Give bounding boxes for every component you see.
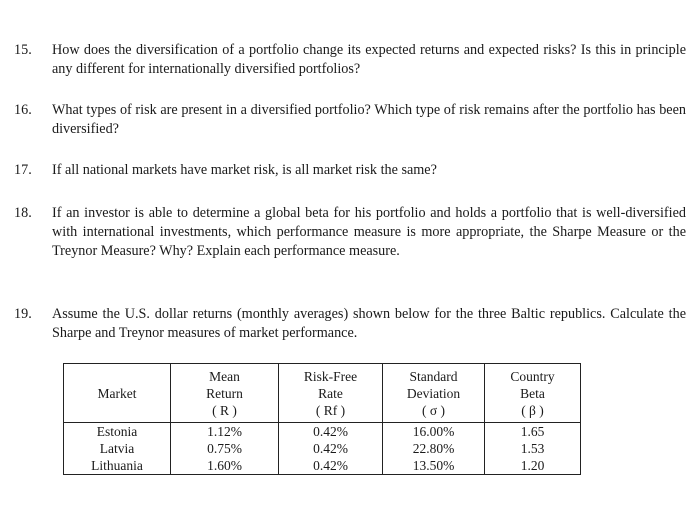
cell-country-beta: 1.65 bbox=[484, 422, 581, 440]
cell-standard-deviation: 13.50% bbox=[382, 457, 485, 475]
question-17: 17. If all national markets have market … bbox=[14, 161, 686, 180]
header-standard-deviation: Standard Deviation ( σ ) bbox=[382, 363, 485, 423]
question-text: What types of risk are present in a dive… bbox=[52, 102, 686, 137]
header-country-beta: Country Beta ( β ) bbox=[484, 363, 581, 423]
header-mean-return: Mean Return ( R ) bbox=[170, 363, 279, 423]
cell-market: Lithuania bbox=[63, 457, 171, 475]
cell-risk-free-rate: 0.42% bbox=[278, 440, 383, 457]
cell-market: Latvia bbox=[63, 440, 171, 457]
cell-market: Estonia bbox=[63, 422, 171, 440]
question-16: 16. What types of risk are present in a … bbox=[14, 101, 686, 139]
table-row: Estonia 1.12% 0.42% 16.00% 1.65 bbox=[63, 422, 581, 440]
question-18: 18. If an investor is able to determine … bbox=[14, 204, 686, 261]
cell-mean-return: 1.12% bbox=[170, 422, 279, 440]
question-number: 19. bbox=[14, 306, 32, 322]
question-number: 16. bbox=[14, 102, 32, 118]
question-text: How does the diversification of a portfo… bbox=[52, 42, 686, 77]
question-number: 18. bbox=[14, 205, 32, 221]
cell-risk-free-rate: 0.42% bbox=[278, 422, 383, 440]
cell-mean-return: 1.60% bbox=[170, 457, 279, 475]
question-15: 15. How does the diversification of a po… bbox=[14, 41, 686, 79]
cell-standard-deviation: 22.80% bbox=[382, 440, 485, 457]
cell-country-beta: 1.53 bbox=[484, 440, 581, 457]
table-row: Lithuania 1.60% 0.42% 13.50% 1.20 bbox=[63, 457, 581, 475]
table-header-row: Market Mean Return ( R ) Risk-Free Rate … bbox=[63, 363, 581, 423]
cell-risk-free-rate: 0.42% bbox=[278, 457, 383, 475]
table-row: Latvia 0.75% 0.42% 22.80% 1.53 bbox=[63, 440, 581, 457]
question-number: 17. bbox=[14, 162, 32, 178]
question-number: 15. bbox=[14, 42, 32, 58]
question-19: 19. Assume the U.S. dollar returns (mont… bbox=[14, 305, 686, 343]
cell-mean-return: 0.75% bbox=[170, 440, 279, 457]
baltic-returns-table: Market Mean Return ( R ) Risk-Free Rate … bbox=[63, 363, 581, 475]
cell-standard-deviation: 16.00% bbox=[382, 422, 485, 440]
question-text: If all national markets have market risk… bbox=[52, 162, 437, 178]
header-market: Market bbox=[63, 363, 171, 423]
cell-country-beta: 1.20 bbox=[484, 457, 581, 475]
header-risk-free-rate: Risk-Free Rate ( Rf ) bbox=[278, 363, 383, 423]
question-text: If an investor is able to determine a gl… bbox=[52, 205, 686, 259]
question-text: Assume the U.S. dollar returns (monthly … bbox=[52, 306, 686, 341]
